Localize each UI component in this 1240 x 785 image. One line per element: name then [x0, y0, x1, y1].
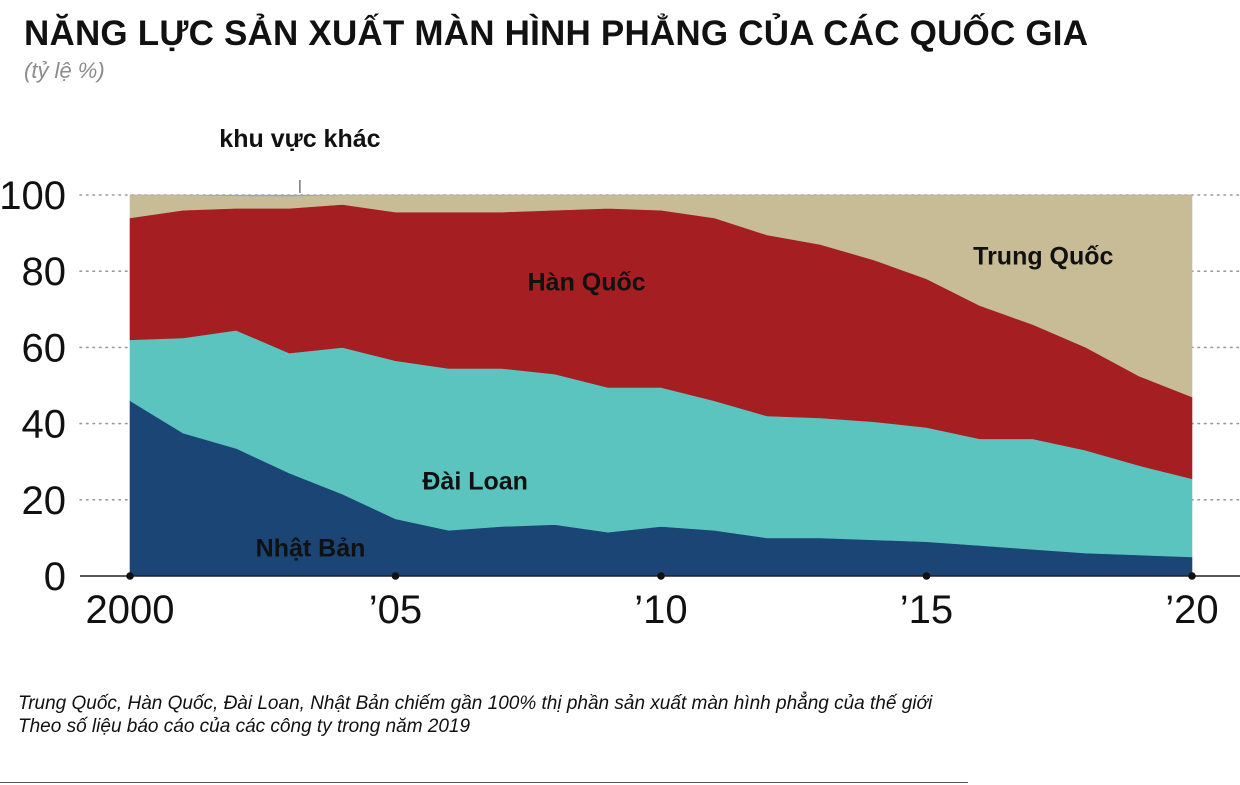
- chart-title: NĂNG LỰC SẢN XUẤT MÀN HÌNH PHẲNG CỦA CÁC…: [24, 14, 1089, 53]
- series-label-dai-loan: Đài Loan: [422, 467, 528, 495]
- area-khu-vuc-khac: [130, 194, 1192, 197]
- y-tick-label: 40: [22, 403, 67, 447]
- x-axis-tick-mark: [922, 572, 931, 580]
- note-line: Theo số liệu báo cáo của các công ty tro…: [18, 716, 471, 737]
- chart-subtitle: (tỷ lệ %): [24, 58, 105, 83]
- y-tick-label: 0: [44, 555, 66, 599]
- x-tick-label: ’15: [900, 588, 953, 632]
- series-label-nhat-ban: Nhật Bản: [256, 535, 366, 563]
- x-tick-label: ’20: [1165, 588, 1218, 632]
- x-tick-label: 2000: [86, 588, 175, 632]
- x-axis-tick-mark: [657, 572, 665, 580]
- stacked-area-chart: 0 20 40 60 80 100 2000 ’05 ’10 ’15 ’20 Nhật Bản Đà…: [0, 125, 1240, 632]
- bottom-divider: [0, 782, 968, 783]
- x-axis-tick-mark: [1188, 572, 1196, 580]
- x-tick-label: ’10: [634, 588, 687, 632]
- series-label-trung-quoc: Trung Quốc: [973, 242, 1113, 270]
- x-axis-tick-mark: [126, 572, 134, 580]
- area-series: [129, 194, 1193, 577]
- y-tick-label: 80: [22, 250, 67, 294]
- x-axis: [80, 572, 1240, 580]
- area-labels: Nhật Bản Đài Loan Hàn Quốc Trung Quốc khu vự…: [219, 125, 1113, 563]
- y-axis-tick-labels: 0 20 40 60 80 100: [0, 174, 66, 599]
- series-label-han-quoc: Hàn Quốc: [528, 269, 646, 297]
- y-tick-label: 20: [22, 479, 67, 523]
- chart-notes: Trung Quốc, Hàn Quốc, Đài Loan, Nhật Bản…: [18, 692, 958, 738]
- series-label-khu-vuc-khac: khu vực khác: [219, 125, 380, 153]
- y-tick-label: 60: [22, 326, 67, 370]
- x-tick-label: ’05: [369, 588, 422, 632]
- x-axis-tick-labels: 2000 ’05 ’10 ’15 ’20: [86, 588, 1219, 632]
- x-axis-tick-mark: [391, 572, 400, 580]
- note-line: Trung Quốc, Hàn Quốc, Đài Loan, Nhật Bản…: [18, 693, 933, 714]
- y-tick-label: 100: [0, 174, 66, 218]
